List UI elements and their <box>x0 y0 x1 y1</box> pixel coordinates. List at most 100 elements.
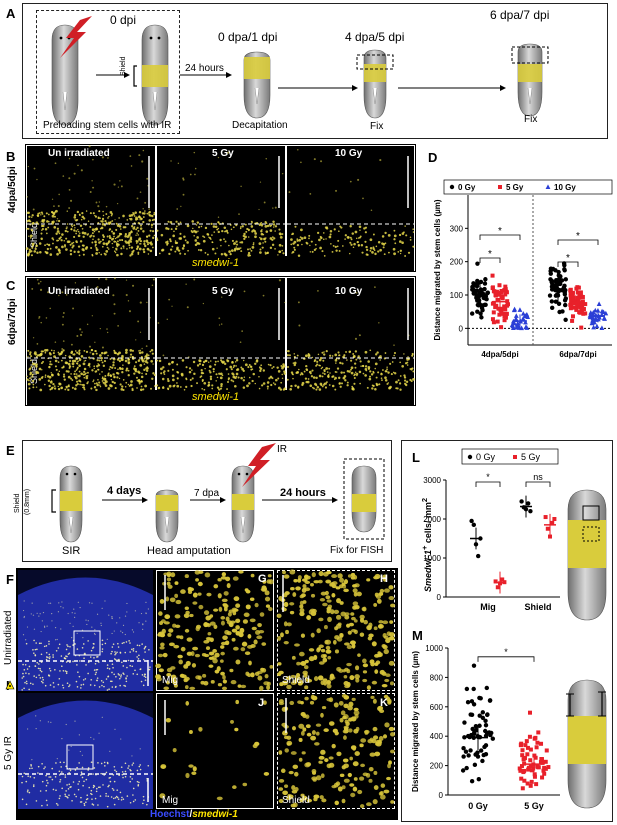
micrograph-b-unirradiated <box>27 146 155 256</box>
data-point <box>541 768 546 773</box>
data-point <box>571 295 576 300</box>
data-point <box>502 304 507 309</box>
data-point <box>520 316 526 321</box>
data-point <box>482 286 487 292</box>
data-point <box>568 302 573 307</box>
data-point <box>504 290 509 295</box>
data-point <box>532 753 537 758</box>
data-point <box>497 291 502 296</box>
data-point <box>477 713 482 718</box>
worm-icon <box>141 24 169 126</box>
data-point <box>579 306 584 311</box>
data-point <box>461 754 466 759</box>
data-point <box>519 325 525 331</box>
data-point <box>475 298 480 303</box>
legend-marker <box>467 454 473 460</box>
data-point <box>514 321 520 327</box>
panel-label-g: G <box>258 573 267 585</box>
data-point <box>522 778 527 783</box>
data-point <box>525 752 530 757</box>
data-point <box>547 293 553 298</box>
significance-bracket <box>479 257 501 263</box>
significance-mark: * <box>488 249 492 260</box>
data-point <box>524 739 529 744</box>
data-point <box>500 296 505 301</box>
data-point <box>469 518 474 524</box>
legend-label: 0 Gy <box>476 452 496 462</box>
data-point <box>475 261 480 266</box>
data-point <box>554 278 559 283</box>
data-point <box>540 775 545 780</box>
data-point <box>568 288 573 293</box>
column-label-5gy-c: 5 Gy <box>212 286 234 297</box>
data-point <box>511 320 517 326</box>
data-point <box>482 296 488 301</box>
y-tick-label: 0 <box>459 324 464 333</box>
worm-icon <box>356 49 394 119</box>
data-point <box>479 305 485 311</box>
label-decapitation: Decapitation <box>232 120 288 131</box>
data-point <box>504 311 509 316</box>
label-fix-1: Fix <box>370 121 384 132</box>
panel-label-f: F <box>6 572 14 587</box>
micrograph-b-5gy <box>157 146 285 256</box>
panel-label-l: L <box>412 450 420 465</box>
legend-marker <box>513 455 517 459</box>
label-4-days: 4 days <box>107 485 142 497</box>
data-point <box>461 745 466 751</box>
data-point <box>503 307 508 312</box>
data-point <box>527 734 532 739</box>
data-point <box>602 316 607 321</box>
data-point <box>483 723 489 728</box>
label-7-dpa: 7 dpa <box>194 488 220 499</box>
data-point <box>481 752 486 758</box>
data-point <box>523 319 528 325</box>
data-point <box>503 287 508 292</box>
data-point <box>462 735 467 740</box>
y-tick-label: 300 <box>450 224 464 233</box>
data-point <box>471 663 477 668</box>
data-point <box>487 698 493 703</box>
data-point <box>539 741 544 746</box>
lightning-icon <box>242 443 276 487</box>
data-point <box>519 776 524 781</box>
data-point <box>562 268 567 273</box>
gene-label-b: smedwi-1 <box>192 257 240 269</box>
data-point <box>497 283 502 288</box>
panel-label-d: D <box>428 150 438 165</box>
label-preload: Preloading stem cells with IR <box>43 120 172 131</box>
data-point <box>473 723 479 729</box>
data-point <box>471 686 476 692</box>
data-point <box>553 299 559 304</box>
preload-dashed-box <box>36 10 180 134</box>
significance-bracket <box>477 656 535 662</box>
data-point <box>480 758 485 764</box>
y-tick-label: 1000 <box>423 554 441 563</box>
significance-mark: * <box>498 226 502 237</box>
data-point <box>528 710 532 715</box>
data-point <box>491 320 496 325</box>
data-point <box>522 756 527 761</box>
data-point <box>482 281 488 286</box>
data-point <box>520 786 525 791</box>
data-point <box>590 320 596 325</box>
legend-label: 0 Gy <box>458 183 476 192</box>
significance-bracket <box>479 234 521 240</box>
data-point <box>475 309 480 314</box>
data-point <box>522 768 527 773</box>
data-point <box>594 323 600 329</box>
data-point <box>520 748 525 753</box>
data-point <box>493 293 498 298</box>
legend-marker <box>545 184 551 189</box>
data-point <box>484 712 490 718</box>
data-point <box>535 740 540 745</box>
data-point <box>538 760 543 765</box>
worm-icon <box>566 679 607 809</box>
data-point <box>465 699 471 705</box>
y-tick-label: 600 <box>430 703 444 712</box>
legend-label: 10 Gy <box>554 183 576 192</box>
data-point <box>462 720 467 725</box>
